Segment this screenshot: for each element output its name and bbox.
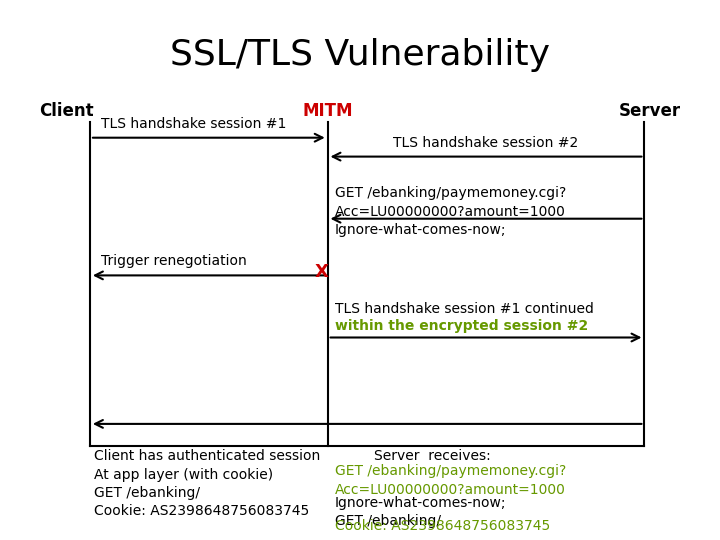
Text: Client has authenticated session
At app layer (with cookie)
GET /ebanking/
Cooki: Client has authenticated session At app … xyxy=(94,449,320,518)
Text: TLS handshake session #2: TLS handshake session #2 xyxy=(393,136,579,150)
Text: Client: Client xyxy=(40,102,94,120)
Text: Cookie: AS2398648756083745: Cookie: AS2398648756083745 xyxy=(335,519,550,534)
Text: Server  receives:: Server receives: xyxy=(374,449,490,463)
Text: Server: Server xyxy=(618,102,680,120)
Text: Trigger renegotiation: Trigger renegotiation xyxy=(101,254,246,268)
Text: SSL/TLS Vulnerability: SSL/TLS Vulnerability xyxy=(170,38,550,72)
Text: GET /ebanking/paymemoney.cgi?
Acc=LU00000000?amount=1000
Ignore-what-comes-now;: GET /ebanking/paymemoney.cgi? Acc=LU0000… xyxy=(335,186,566,237)
Text: GET /ebanking/paymemoney.cgi?
Acc=LU00000000?amount=1000: GET /ebanking/paymemoney.cgi? Acc=LU0000… xyxy=(335,464,566,497)
Text: TLS handshake session #1 continued: TLS handshake session #1 continued xyxy=(335,302,594,316)
Text: TLS handshake session #1: TLS handshake session #1 xyxy=(101,117,286,131)
Text: MITM: MITM xyxy=(302,102,353,120)
Text: within the encrypted session #2: within the encrypted session #2 xyxy=(335,319,588,333)
Text: Ignore-what-comes-now;
GET /ebanking/: Ignore-what-comes-now; GET /ebanking/ xyxy=(335,496,506,528)
Text: X: X xyxy=(315,262,329,281)
